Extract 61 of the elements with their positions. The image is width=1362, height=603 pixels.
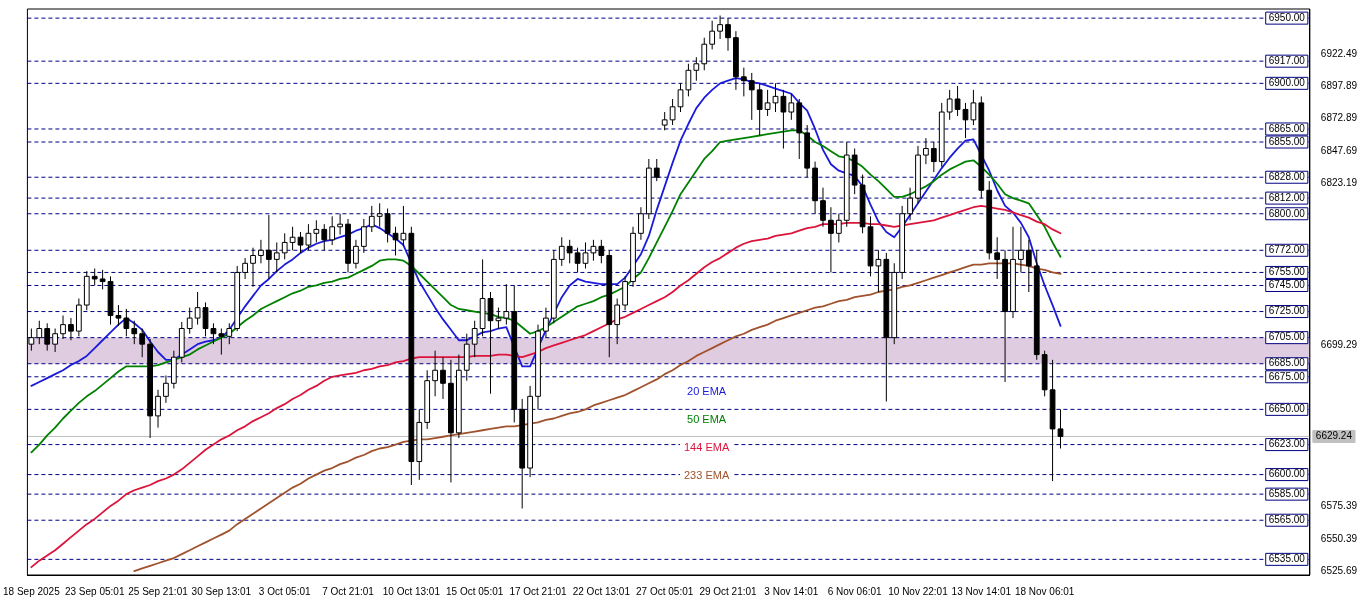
candlestick [923, 137, 929, 165]
y-tick-label: 6922.49 [1320, 47, 1358, 59]
y-tick-label: 6550.39 [1320, 533, 1358, 545]
x-tick-label: 23 Sep 05:01 [64, 585, 125, 597]
x-tick-label: 15 Oct 05:01 [446, 585, 504, 597]
x-tick-label: 10 Oct 13:01 [382, 585, 441, 597]
x-tick-label: 13 Nov 14:01 [951, 585, 1012, 597]
candlestick [717, 15, 723, 40]
candlestick [250, 247, 256, 288]
text: 20 EMA [687, 385, 727, 398]
ref-line-label: 6772.00 [1268, 244, 1306, 256]
x-tick-label: 3 Oct 05:01 [258, 585, 311, 597]
ref-line-label: 6685.00 [1268, 357, 1306, 369]
x-tick-label: 18 Nov 06:01 [1014, 585, 1075, 597]
x-tick-label: 6 Nov 06:01 [827, 585, 883, 597]
ref-line-label: 6675.00 [1268, 370, 1306, 382]
x-tick-label: 22 Oct 13:01 [572, 585, 631, 597]
ref-line-label: 6600.00 [1268, 468, 1306, 480]
ref-line-label: 6650.00 [1268, 403, 1306, 415]
candlestick [52, 328, 58, 353]
ref-line-label: 6623.00 [1268, 438, 1306, 450]
ref-line-label: 6755.00 [1268, 266, 1306, 278]
x-tick-label: 18 Sep 2025 [3, 585, 61, 597]
candlestick [360, 218, 367, 254]
x-tick-label: 17 Oct 21:01 [509, 585, 568, 597]
x-tick-label: 29 Oct 21:01 [699, 585, 758, 597]
y-tick-label: 6525.69 [1320, 565, 1358, 577]
ref-line-label: 6828.00 [1268, 170, 1306, 182]
y-tick-label: 6575.39 [1320, 500, 1358, 512]
text: 50 EMA [687, 413, 727, 426]
candlestick [638, 206, 644, 241]
ref-line-label: 6917.00 [1268, 54, 1306, 66]
x-tick-label: 3 Nov 14:01 [764, 585, 819, 597]
y-tick-label: 6897.89 [1320, 79, 1358, 91]
x-tick-label: 27 Oct 05:01 [636, 585, 694, 597]
ref-line-label: 6900.00 [1268, 77, 1306, 89]
x-tick-label: 7 Oct 21:01 [322, 585, 375, 597]
y-tick-label: 6872.89 [1320, 112, 1358, 124]
ref-line-label: 6800.00 [1268, 207, 1306, 219]
candlestick [622, 275, 628, 311]
text: 233 EMA [684, 469, 730, 482]
text: 144 EMA [684, 441, 730, 454]
ref-line-label: 6812.00 [1268, 191, 1306, 203]
y-tick-label: 6823.19 [1320, 177, 1358, 189]
ref-line-label: 6865.00 [1268, 122, 1306, 134]
ref-line-label: 6855.00 [1268, 135, 1306, 147]
ref-line-label: 6950.00 [1268, 11, 1306, 23]
ref-line-label: 6705.00 [1268, 331, 1306, 343]
ref-line-label: 6585.00 [1268, 487, 1306, 499]
ref-line-label: 6629.24 [1315, 430, 1353, 442]
x-tick-label: 10 Nov 22:01 [888, 585, 949, 597]
candlestick [68, 317, 74, 341]
ref-line-label: 6745.00 [1268, 279, 1306, 291]
y-tick-label: 6699.29 [1320, 338, 1358, 350]
y-tick-label: 6847.69 [1320, 145, 1358, 157]
x-tick-label: 25 Sep 21:01 [128, 585, 189, 597]
ref-line-label: 6565.00 [1268, 513, 1306, 525]
ref-line-label: 6725.00 [1268, 305, 1306, 317]
candlestick [820, 187, 826, 228]
x-tick-label: 30 Sep 13:01 [191, 585, 252, 597]
ref-line-label: 6535.00 [1268, 553, 1306, 565]
